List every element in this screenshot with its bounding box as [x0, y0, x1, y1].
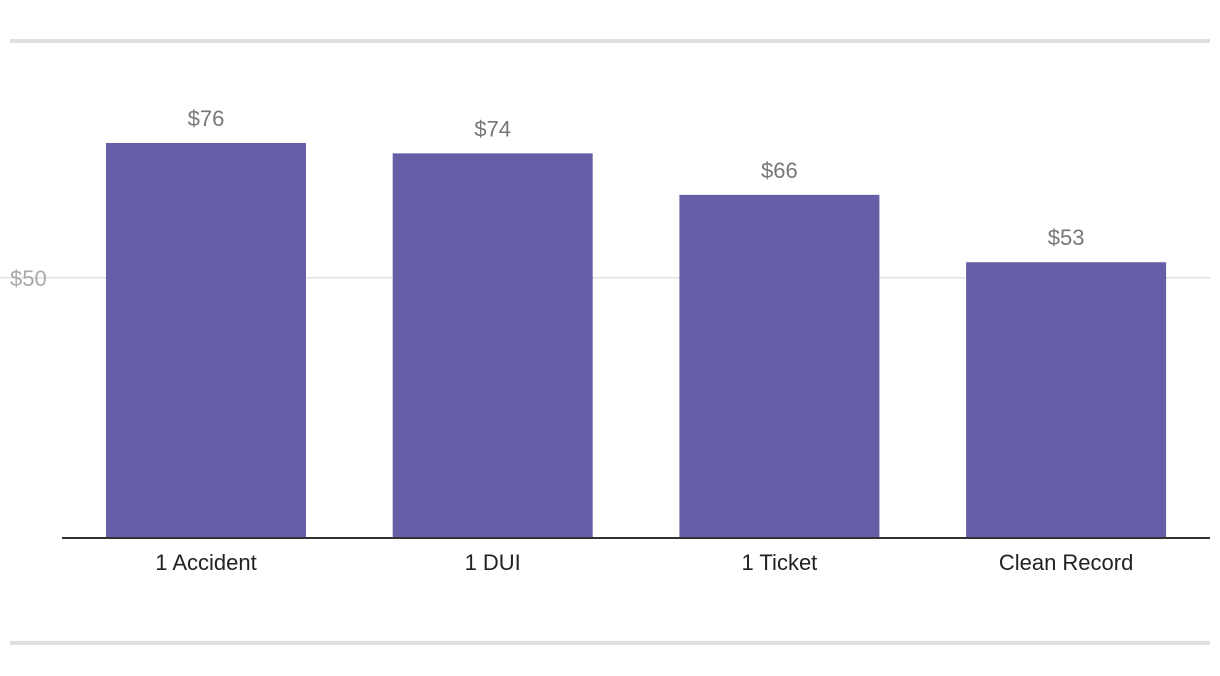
- bars: [106, 143, 1167, 538]
- x-tick-label-1-dui: 1 DUI: [465, 550, 521, 575]
- data-label-1-accident: $76: [188, 106, 225, 131]
- top-divider: [10, 39, 1210, 43]
- bottom-divider: [10, 641, 1210, 645]
- x-tick-label-1-accident: 1 Accident: [155, 550, 257, 575]
- labels: $50 $76 1 Accident $74 1 DUI $66 1 Ticket $53 Cl…: [10, 106, 1133, 575]
- data-label-1-ticket: $66: [761, 158, 798, 183]
- bar-1-dui: [392, 153, 593, 538]
- data-label-clean-record: $53: [1048, 225, 1085, 250]
- x-tick-label-clean-record: Clean Record: [999, 550, 1134, 575]
- y-tick-label: $50: [10, 266, 47, 291]
- bar-1-accident: [106, 143, 306, 537]
- bar-1-ticket: [679, 194, 880, 537]
- bar-clean-record: [966, 262, 1167, 537]
- data-label-1-dui: $74: [474, 116, 511, 141]
- x-tick-label-1-ticket: 1 Ticket: [741, 550, 817, 575]
